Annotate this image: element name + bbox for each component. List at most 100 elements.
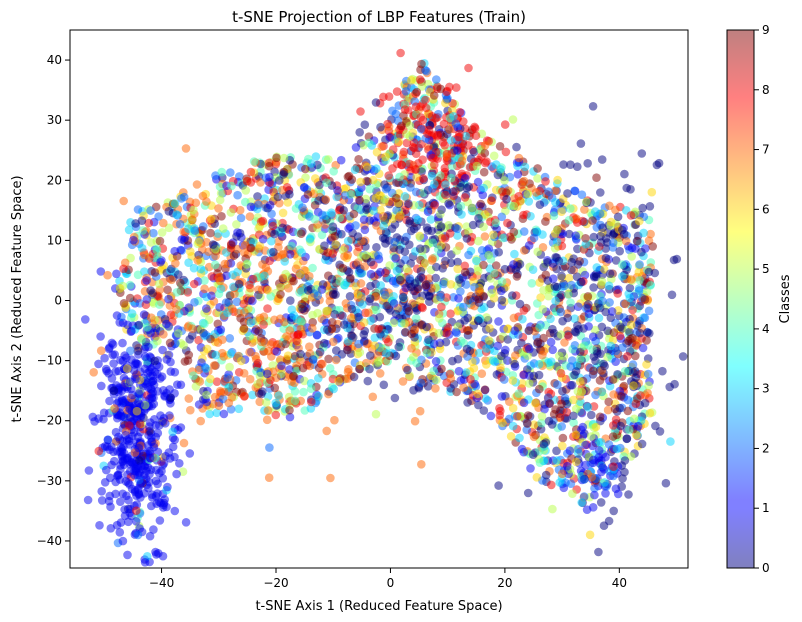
scatter-point [605, 298, 614, 307]
scatter-point [261, 398, 271, 407]
scatter-point [635, 260, 644, 269]
scatter-point [419, 174, 428, 183]
scatter-point [430, 180, 439, 189]
scatter-point [179, 438, 189, 448]
scatter-point [155, 236, 165, 246]
scatter-point [598, 463, 607, 472]
scatter-point [562, 461, 572, 471]
scatter-point [194, 237, 204, 247]
scatter-point [97, 487, 106, 496]
scatter-point [364, 308, 373, 318]
scatter-point [421, 281, 430, 290]
scatter-point [317, 285, 327, 294]
scatter-point [125, 421, 134, 430]
scatter-point [138, 226, 148, 235]
scatter-point [215, 182, 225, 191]
scatter-point [445, 125, 454, 134]
scatter-point [595, 303, 605, 313]
scatter-point [415, 244, 425, 253]
scatter-point [446, 280, 456, 289]
colorbar-tick-label: 2 [762, 441, 770, 455]
scatter-point [94, 359, 103, 369]
scatter-point [274, 391, 284, 400]
scatter-point [517, 338, 526, 348]
scatter-point [184, 350, 194, 360]
scatter-point [135, 419, 145, 429]
scatter-point [225, 334, 235, 343]
x-axis-label: t-SNE Axis 1 (Reduced Feature Space) [255, 599, 502, 614]
scatter-point [228, 270, 237, 280]
scatter-point [620, 467, 629, 477]
scatter-point [432, 375, 441, 385]
scatter-point [586, 432, 596, 441]
scatter-point [292, 336, 301, 346]
scatter-point [119, 264, 128, 274]
scatter-point [120, 382, 129, 392]
y-tick-label: 20 [47, 173, 62, 187]
scatter-point [321, 195, 331, 204]
colorbar-tick-label: 7 [762, 143, 770, 157]
scatter-point [369, 206, 378, 215]
scatter-point [172, 469, 181, 479]
scatter-point [568, 489, 577, 499]
scatter-point [661, 478, 671, 488]
scatter-point [567, 257, 577, 267]
scatter-point [633, 394, 642, 403]
scatter-point [456, 201, 466, 211]
scatter-point [115, 528, 125, 537]
scatter-point [161, 451, 170, 461]
scatter-point [498, 187, 507, 196]
scatter-point [536, 293, 545, 302]
scatter-point [528, 450, 538, 460]
scatter-point [549, 274, 558, 284]
scatter-point [322, 426, 332, 436]
scatter-point [574, 444, 583, 454]
scatter-point [580, 341, 589, 351]
scatter-point [298, 363, 308, 373]
scatter-point [170, 506, 180, 516]
scatter-point [383, 119, 392, 129]
scatter-point [512, 272, 522, 281]
plot-frame [69, 29, 689, 569]
colorbar-tick-label: 6 [762, 202, 770, 216]
scatter-point [570, 314, 579, 324]
scatter-point [224, 398, 234, 408]
scatter-point [541, 470, 551, 480]
scatter-point [218, 224, 228, 233]
scatter-point [181, 518, 191, 527]
scatter-point [159, 459, 169, 468]
scatter-point [149, 525, 158, 534]
scatter-point [609, 462, 618, 472]
scatter-point [620, 169, 629, 179]
scatter-point [215, 276, 225, 286]
scatter-point [550, 244, 560, 253]
scatter-point [439, 119, 449, 129]
scatter-point [374, 251, 383, 260]
scatter-point [474, 400, 483, 410]
scatter-point [478, 190, 488, 200]
scatter-point [577, 498, 586, 507]
scatter-point [494, 481, 503, 490]
scatter-point [425, 292, 434, 301]
scatter-point [107, 374, 117, 383]
scatter-point [356, 177, 365, 187]
scatter-point [437, 205, 446, 214]
scatter-point [446, 136, 456, 145]
scatter-point [121, 431, 130, 440]
scatter-point [625, 425, 634, 435]
scatter-point [284, 283, 293, 293]
scatter-point [426, 215, 436, 224]
scatter-point [116, 497, 125, 507]
scatter-point [159, 330, 168, 339]
scatter-point [339, 206, 349, 215]
scatter-point [465, 346, 475, 356]
scatter-point [227, 181, 236, 191]
scatter-point [523, 419, 532, 428]
scatter-point [144, 218, 153, 228]
scatter-point [452, 246, 462, 255]
scatter-point [416, 102, 425, 111]
scatter-point [285, 412, 295, 422]
scatter-point [418, 155, 427, 164]
scatter-point [501, 345, 510, 355]
scatter-point [96, 332, 105, 341]
